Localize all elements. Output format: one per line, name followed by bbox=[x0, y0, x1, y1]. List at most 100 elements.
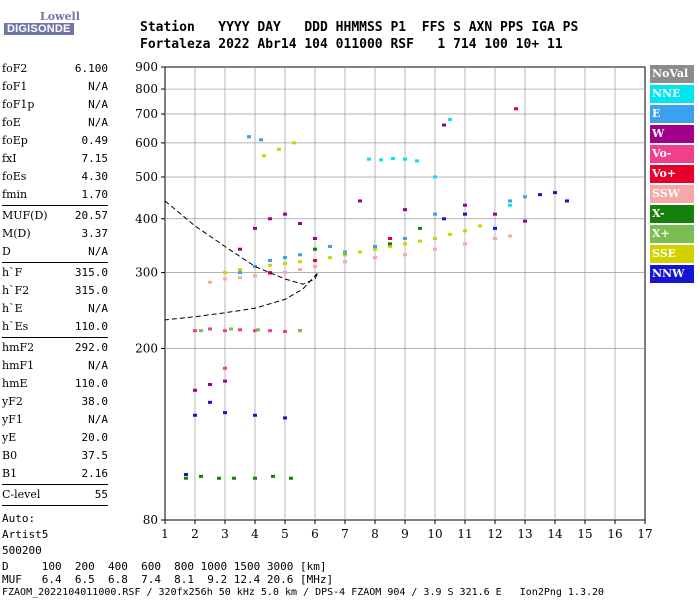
echo-point-nne bbox=[391, 156, 395, 160]
echo-point-w bbox=[298, 222, 302, 226]
echo-point-sse bbox=[238, 268, 242, 272]
param-row: h`Es 110.0 bbox=[2, 318, 108, 336]
echo-point-ssw bbox=[508, 234, 512, 238]
param-row: h`F 315.0 bbox=[2, 264, 108, 282]
echo-points bbox=[184, 107, 569, 480]
param-label: B0 bbox=[2, 449, 18, 462]
y-tick-label: 400 bbox=[135, 212, 158, 226]
x-tick-label: 13 bbox=[517, 527, 532, 541]
param-divider bbox=[2, 484, 108, 485]
param-value: 4.30 bbox=[81, 170, 109, 183]
x-tick-label: 12 bbox=[487, 527, 502, 541]
param-row: foF1 N/A bbox=[2, 78, 108, 96]
echo-point-nnw bbox=[208, 400, 212, 404]
param-row: B1 2.16 bbox=[2, 465, 108, 483]
param-divider bbox=[2, 205, 108, 206]
echo-point-sse bbox=[448, 232, 452, 236]
echo-point-e bbox=[343, 250, 347, 254]
param-label: foF2 bbox=[2, 62, 28, 75]
param-row: h`E N/A bbox=[2, 300, 108, 318]
echo-point-vo- bbox=[193, 329, 197, 333]
param-value: N/A bbox=[88, 359, 108, 372]
echo-point-nnw bbox=[193, 413, 197, 417]
legend-item: NNW bbox=[650, 265, 694, 283]
param-row: D N/A bbox=[2, 243, 108, 261]
echo-point-nne bbox=[379, 158, 383, 162]
echo-point-ssw bbox=[238, 276, 242, 280]
param-label: h`E bbox=[2, 302, 23, 315]
x-tick-label: 6 bbox=[311, 527, 319, 541]
ionogram-chart: 1 2 3 4 5 6 7 8 9 10 11 12 13 14 15 16 17802003004005006… bbox=[135, 60, 653, 541]
echo-point-nnw bbox=[553, 191, 557, 195]
echo-point-nnw bbox=[283, 416, 287, 420]
param-value: N/A bbox=[88, 116, 108, 129]
param-value: 37.5 bbox=[81, 449, 109, 462]
echo-point-sse bbox=[277, 147, 281, 151]
param-row: M(D) 3.37 bbox=[2, 225, 108, 243]
x-tick-label: 11 bbox=[457, 527, 472, 541]
param-value: 0.49 bbox=[81, 134, 109, 147]
logo-lowell-text: Lowell bbox=[40, 10, 80, 23]
y-tick-label: 200 bbox=[135, 342, 158, 356]
echo-point-vo- bbox=[238, 328, 242, 332]
echo-point-sse bbox=[478, 224, 482, 228]
param-label: hmF2 bbox=[2, 341, 35, 354]
param-label: h`F bbox=[2, 266, 23, 279]
legend-item: SSW bbox=[650, 185, 694, 203]
distance-row: D 100 200 400 600 800 1000 1500 3000 [km… bbox=[2, 560, 327, 573]
legend-item: E bbox=[650, 105, 694, 123]
echo-point-w bbox=[313, 236, 317, 240]
x-tick-label: 10 bbox=[427, 527, 442, 541]
param-value: 7.15 bbox=[81, 152, 109, 165]
muf-row: MUF 6.4 6.5 6.8 7.4 8.1 9.2 12.4 20.6 [M… bbox=[2, 573, 334, 586]
header-labels: Station YYYY DAY DDD HHMMSS P1 FFS S AXN… bbox=[140, 20, 579, 35]
param-label: foF1p bbox=[2, 98, 35, 111]
x-tick-label: 4 bbox=[251, 527, 259, 541]
legend-item: X- bbox=[650, 205, 694, 223]
echo-point-w bbox=[283, 212, 287, 216]
x-tick-label: 2 bbox=[191, 527, 199, 541]
param-label: MUF(D) bbox=[2, 209, 48, 222]
echo-point-x- bbox=[289, 476, 293, 480]
autoscaling-info: 500200 bbox=[2, 544, 42, 557]
scaled-parameters-panel: foF2 6.100 foF1 N/A foF1p N/A foE N/A foEp 0.49 fx… bbox=[2, 60, 108, 559]
param-row: hmE 110.0 bbox=[2, 375, 108, 393]
echo-point-e bbox=[523, 195, 527, 199]
param-divider bbox=[2, 337, 108, 338]
legend-item: SSE bbox=[650, 245, 694, 263]
echo-point-sse bbox=[403, 242, 407, 246]
echo-point-w bbox=[358, 199, 362, 203]
echo-point-sse bbox=[262, 154, 266, 158]
y-tick-label: 500 bbox=[135, 170, 158, 184]
legend-item: Vo+ bbox=[650, 165, 694, 183]
echo-point-x+ bbox=[229, 327, 233, 331]
echo-point-nne bbox=[415, 159, 419, 163]
echo-point-w bbox=[493, 212, 497, 216]
echo-point-ssw bbox=[223, 277, 227, 281]
param-label: M(D) bbox=[2, 227, 31, 240]
echo-point-nnw bbox=[223, 411, 227, 415]
echo-point-x+ bbox=[199, 329, 203, 333]
echo-point-e bbox=[373, 244, 377, 248]
echo-point-nnw bbox=[463, 212, 467, 216]
echo-point-e bbox=[259, 138, 263, 142]
echo-point-e bbox=[403, 236, 407, 240]
param-value: 315.0 bbox=[74, 266, 108, 279]
echo-point-nnw bbox=[253, 413, 257, 417]
echo-point-w bbox=[193, 388, 197, 392]
param-value: 3.37 bbox=[81, 227, 109, 240]
y-tick-label: 700 bbox=[135, 107, 158, 121]
axis-ticks: 1 2 3 4 5 6 7 8 9 10 11 12 13 14 15 16 17802003004005006… bbox=[135, 60, 653, 541]
param-label: hmF1 bbox=[2, 359, 35, 372]
param-value: 20.57 bbox=[74, 209, 108, 222]
legend-item: NNE bbox=[650, 85, 694, 103]
param-row: yF1 N/A bbox=[2, 411, 108, 429]
param-label: foEp bbox=[2, 134, 28, 147]
echo-point-ssw bbox=[208, 280, 212, 284]
legend-item: X+ bbox=[650, 225, 694, 243]
echo-point-e bbox=[238, 271, 242, 275]
param-row: fmin 1.70 bbox=[2, 186, 108, 204]
param-value: N/A bbox=[88, 98, 108, 111]
autoscaling-info: Artist5 bbox=[2, 528, 49, 541]
param-label: yF1 bbox=[2, 413, 23, 426]
